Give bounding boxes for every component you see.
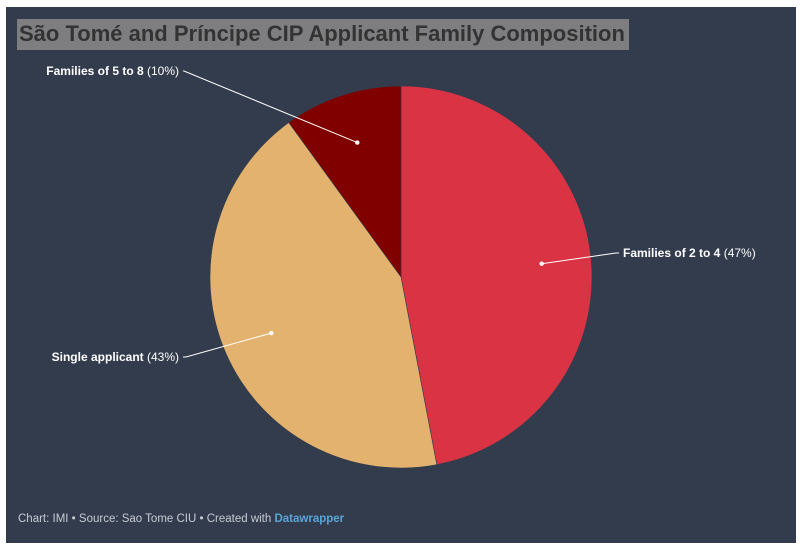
slice-label: Families of 2 to 4 (47%) [623,246,756,260]
label-leader-line [183,332,272,358]
chart-title: São Tomé and Príncipe CIP Applicant Fami… [17,19,629,50]
label-leader-line [183,70,358,144]
pie-slices [209,85,593,469]
datawrapper-link[interactable]: Datawrapper [274,513,345,525]
slice-label: Families of 5 to 8 (10%) [46,64,179,78]
label-anchor-dot [539,261,544,266]
slice-label: Single applicant (43%) [52,350,179,364]
pie-slice [288,85,402,278]
slice-label-name: Families of 2 to 4 [623,246,721,260]
slice-labels: Families of 2 to 4 (47%) Single applicant… [46,64,755,364]
slice-label-name: Single applicant [52,350,144,364]
label-anchor-dot [355,140,360,145]
slice-label-value: (47%) [720,246,755,260]
pie-slice [400,85,593,465]
label-leaders [183,70,619,358]
pie-chart: Families of 2 to 4 (47%) Single applicant… [46,64,756,469]
label-anchor-dot [269,330,274,336]
chart-panel: São Tomé and Príncipe CIP Applicant Fami… [6,7,796,543]
slice-label-value: (10%) [144,64,179,78]
chart-footer: Chart: IMI • Source: Sao Tome CIU • Crea… [18,513,344,525]
slice-label-value: (43%) [144,350,179,364]
slice-label-name: Families of 5 to 8 [46,64,144,78]
footer-source: Chart: IMI • Source: Sao Tome CIU • Crea… [18,513,275,525]
pie-slice [209,122,438,469]
label-leader-line [541,252,619,265]
